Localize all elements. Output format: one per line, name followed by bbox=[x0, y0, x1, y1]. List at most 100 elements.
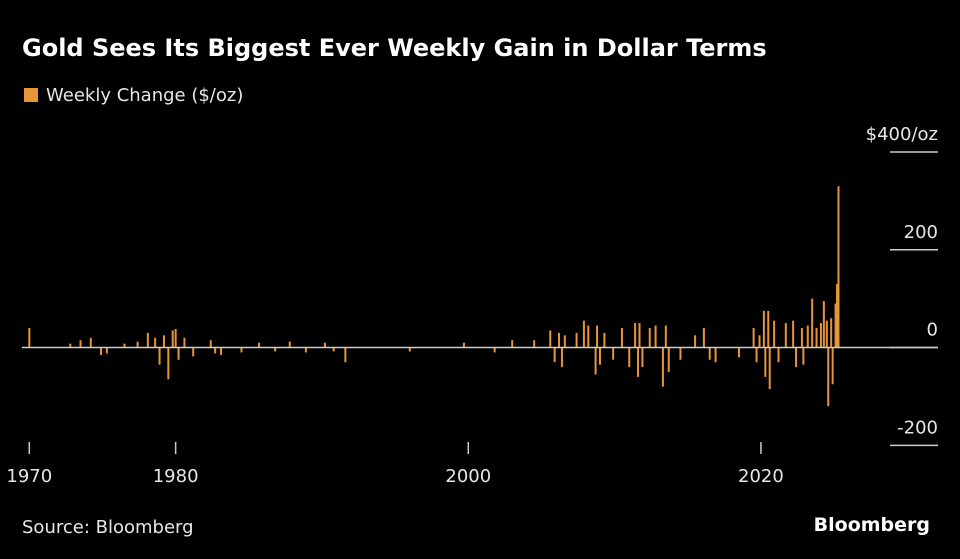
bar bbox=[582, 320, 585, 348]
bar bbox=[768, 347, 771, 390]
bar bbox=[654, 325, 657, 348]
chart-title: Gold Sees Its Biggest Ever Weekly Gain i… bbox=[22, 34, 767, 62]
bar bbox=[795, 347, 798, 368]
bar bbox=[177, 347, 180, 360]
bar bbox=[714, 347, 717, 363]
bar bbox=[288, 341, 291, 348]
y-tick-label: $400/oz bbox=[866, 124, 938, 145]
bar bbox=[575, 332, 578, 348]
bar bbox=[831, 347, 834, 385]
bar bbox=[158, 347, 161, 365]
bar bbox=[694, 335, 697, 348]
bar bbox=[209, 340, 212, 348]
bar bbox=[648, 328, 651, 348]
bar bbox=[784, 323, 787, 348]
bar bbox=[822, 301, 825, 348]
bar bbox=[764, 347, 767, 377]
bar bbox=[830, 318, 833, 348]
bar bbox=[800, 328, 803, 348]
bar bbox=[192, 347, 195, 357]
bar bbox=[563, 335, 566, 348]
bar bbox=[553, 347, 556, 363]
legend-label: Weekly Change ($/oz) bbox=[46, 85, 243, 106]
bar bbox=[183, 337, 186, 348]
bar bbox=[767, 310, 770, 348]
bar bbox=[664, 325, 667, 348]
bar bbox=[323, 342, 326, 348]
bar bbox=[408, 347, 411, 352]
bar bbox=[549, 330, 552, 348]
bar bbox=[811, 298, 814, 348]
bar bbox=[28, 328, 31, 348]
bar bbox=[777, 347, 780, 363]
bar bbox=[220, 347, 223, 355]
bar bbox=[214, 347, 217, 354]
brand: Bloomberg bbox=[814, 514, 930, 536]
bar bbox=[123, 343, 126, 348]
bar bbox=[560, 347, 563, 368]
bar bbox=[802, 347, 805, 365]
bar bbox=[679, 347, 682, 360]
bar bbox=[587, 325, 590, 348]
x-tick-label: 1980 bbox=[153, 466, 199, 487]
bar bbox=[105, 347, 108, 354]
bar bbox=[146, 332, 149, 348]
source: Source: Bloomberg bbox=[22, 517, 194, 538]
bar bbox=[708, 347, 711, 360]
bar bbox=[89, 337, 92, 348]
bar bbox=[834, 303, 837, 348]
bar bbox=[752, 328, 755, 348]
bar bbox=[836, 284, 839, 348]
bar bbox=[641, 347, 644, 368]
bar bbox=[167, 347, 170, 380]
bar bbox=[638, 323, 641, 348]
bar bbox=[758, 335, 761, 348]
bar bbox=[598, 347, 601, 365]
bar bbox=[493, 347, 496, 353]
bar bbox=[332, 347, 335, 352]
bar bbox=[344, 347, 347, 363]
bar bbox=[154, 337, 157, 348]
bar bbox=[136, 341, 139, 348]
bar bbox=[511, 340, 514, 348]
bar bbox=[612, 347, 615, 360]
bar bbox=[304, 347, 307, 353]
bar bbox=[69, 343, 72, 348]
bar bbox=[637, 347, 640, 377]
bar bbox=[667, 347, 670, 372]
bar bbox=[737, 347, 740, 358]
bar bbox=[773, 320, 776, 348]
bar bbox=[628, 347, 631, 368]
bar bbox=[240, 347, 243, 353]
bar bbox=[533, 340, 536, 348]
y-tick-label: 0 bbox=[927, 320, 938, 341]
x-tick-label: 1970 bbox=[6, 466, 52, 487]
bar bbox=[596, 325, 599, 348]
bar bbox=[274, 347, 277, 352]
bar bbox=[558, 332, 561, 348]
bar bbox=[603, 332, 606, 348]
bar bbox=[762, 310, 765, 348]
bar bbox=[100, 347, 103, 355]
y-tick-label: -200 bbox=[897, 417, 938, 438]
bar bbox=[837, 186, 840, 348]
bar bbox=[702, 328, 705, 348]
bar bbox=[825, 320, 828, 348]
bar bbox=[792, 320, 795, 348]
bar bbox=[815, 328, 818, 348]
bar bbox=[79, 340, 82, 348]
bar bbox=[755, 347, 758, 363]
bar bbox=[258, 342, 261, 348]
x-tick-label: 2020 bbox=[738, 466, 784, 487]
bar bbox=[462, 342, 465, 348]
y-tick-label: 200 bbox=[904, 222, 938, 243]
bar bbox=[634, 323, 637, 348]
bar bbox=[620, 328, 623, 348]
bar bbox=[162, 335, 165, 348]
bar bbox=[819, 323, 822, 348]
bar bbox=[806, 325, 809, 348]
bar bbox=[171, 330, 174, 348]
bar bbox=[594, 347, 597, 375]
x-tick-label: 2000 bbox=[445, 466, 491, 487]
